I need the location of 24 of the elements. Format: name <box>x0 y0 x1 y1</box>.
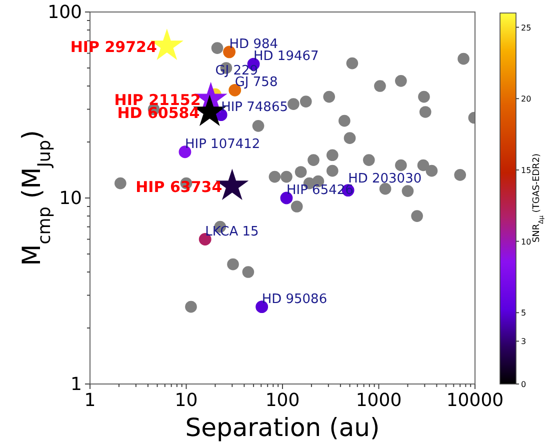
annotation: HIP 107412 <box>184 136 260 152</box>
color-bar-label: 3 <box>521 337 526 346</box>
y-tick-label: 10 <box>59 188 82 209</box>
annotation: HD 203030 <box>348 171 422 186</box>
color-bar-label: 15 <box>521 166 532 175</box>
color-bar-label: 25 <box>521 23 532 32</box>
color-bar-label: 5 <box>521 308 526 318</box>
x-tick-label: 10000 <box>446 390 504 411</box>
annotation: HIP 63734 <box>136 178 222 196</box>
color-bar-label: 20 <box>521 94 532 104</box>
annotation: HIP 74865 <box>221 100 288 115</box>
x-tick-label: 1 <box>84 390 96 411</box>
x-axis-title: Separation (au) <box>185 413 380 442</box>
x-tick-label: 100 <box>265 390 300 411</box>
x-tick-label: 10 <box>174 390 198 411</box>
y-tick-label: 100 <box>48 2 82 23</box>
annotation: HD 19467 <box>254 49 319 64</box>
annotation: HD 984 <box>229 36 278 52</box>
annotation: HD 95086 <box>262 292 328 307</box>
color-bar-label: 10 <box>521 237 532 246</box>
annotation: GJ 758 <box>234 75 278 90</box>
x-tick-label: 1000 <box>356 390 402 411</box>
y-tick-label: 1 <box>70 374 82 395</box>
color-bar-label: 0 <box>521 380 526 389</box>
